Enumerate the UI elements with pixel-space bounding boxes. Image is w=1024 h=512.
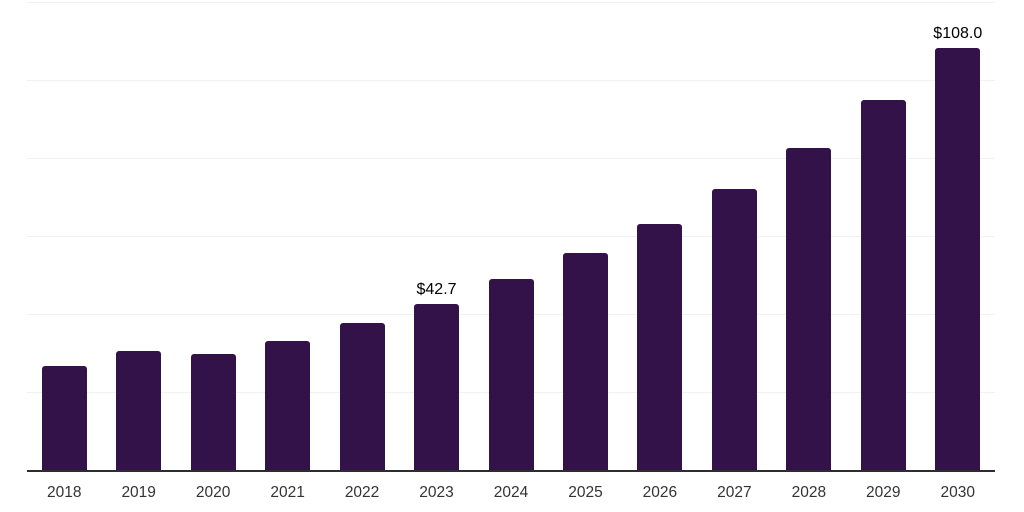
bar-2019 <box>116 351 162 471</box>
bar-2021 <box>265 341 311 471</box>
x-tick-2023: 2023 <box>419 484 454 501</box>
x-tick-2019: 2019 <box>121 484 156 501</box>
x-axis-line <box>27 469 995 472</box>
data-label-2023: $42.7 <box>416 280 457 298</box>
bar-2029 <box>860 99 906 471</box>
x-tick-2021: 2021 <box>270 484 305 501</box>
bar-2027 <box>711 189 757 471</box>
x-tick-2028: 2028 <box>791 484 827 501</box>
gridline <box>27 79 995 81</box>
x-tick-2018: 2018 <box>46 484 82 501</box>
bar-2028 <box>786 148 832 471</box>
x-tick-2026: 2026 <box>642 484 678 501</box>
x-tick-2030: 2030 <box>940 484 975 501</box>
x-tick-2022: 2022 <box>344 484 380 501</box>
bar-2025 <box>562 253 608 471</box>
x-tick-2025: 2025 <box>568 484 603 501</box>
data-label-2030: $108.0 <box>933 25 983 43</box>
x-tick-2027: 2027 <box>717 484 752 501</box>
bar-2026 <box>637 224 683 471</box>
x-tick-2020: 2020 <box>195 484 231 501</box>
bar-2024 <box>488 279 534 471</box>
gridline <box>27 236 995 237</box>
bar-2030 <box>935 48 981 471</box>
gridline <box>27 1 995 3</box>
bar-2022 <box>339 323 385 471</box>
bar-2023 <box>414 303 460 471</box>
bar-2018 <box>41 366 87 471</box>
bar-2020 <box>190 353 236 471</box>
gridline <box>27 157 995 159</box>
x-tick-2024: 2024 <box>493 484 529 501</box>
x-tick-2029: 2029 <box>866 484 901 501</box>
